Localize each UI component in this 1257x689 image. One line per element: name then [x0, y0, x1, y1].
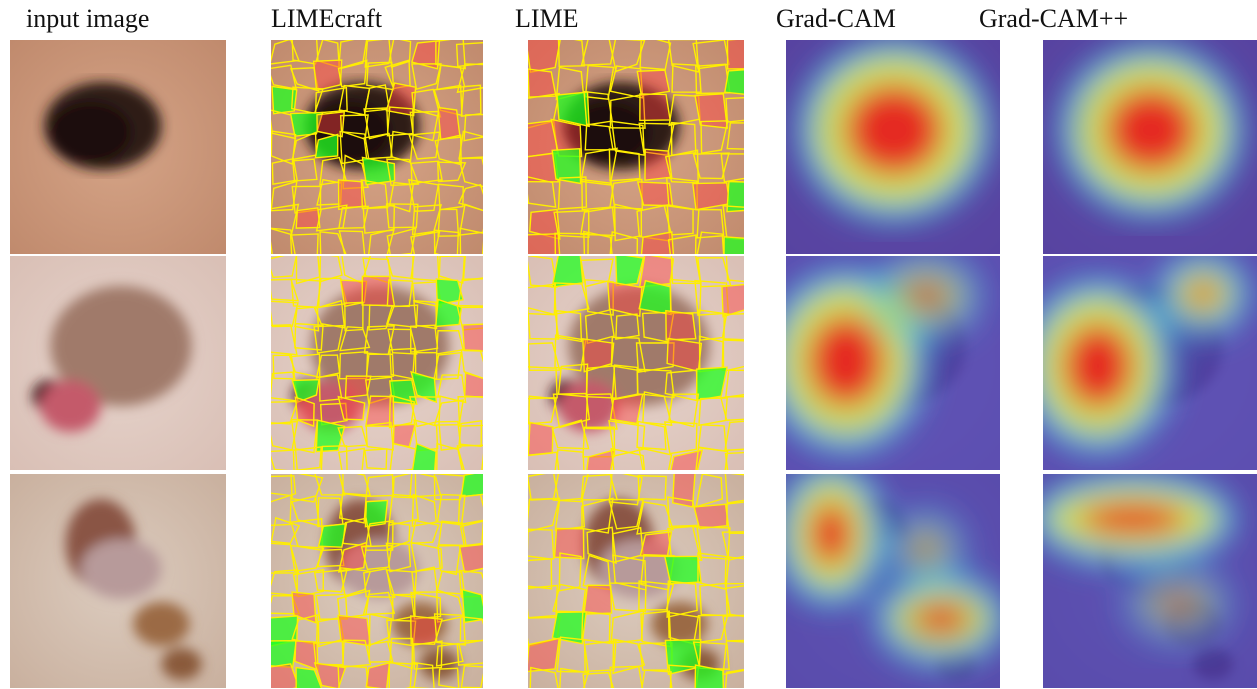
superpixel-overlay — [271, 256, 483, 470]
gradcampp-lesion-3 — [1043, 474, 1257, 688]
heatmap-activation — [1058, 42, 1244, 218]
heatmap-activation — [796, 40, 992, 223]
superpixel-overlay — [528, 256, 744, 470]
gradcam-lesion-2 — [786, 256, 1000, 470]
heatmap-activation — [1043, 256, 1251, 454]
header-gradcam: Grad-CAM — [776, 4, 896, 33]
lesion — [65, 499, 202, 680]
header-gradcampp: Grad-CAM++ — [979, 4, 1129, 33]
gradcam-lesion-1 — [786, 40, 1000, 254]
superpixel-overlay — [528, 474, 744, 688]
lime-lesion-1 — [528, 40, 744, 254]
gradcam-lesion-3 — [786, 474, 1000, 688]
lesion — [32, 286, 192, 432]
lesion — [550, 286, 710, 432]
limecraft-lesion-2 — [271, 256, 483, 470]
lime-lesion-3 — [528, 474, 744, 688]
input-lesion-3 — [10, 474, 226, 688]
input-lesion-2 — [10, 256, 226, 470]
lesion — [44, 82, 162, 170]
header-input: input image — [26, 4, 150, 33]
gradcampp-lesion-2 — [1043, 256, 1257, 470]
input-lesion-1 — [10, 40, 226, 254]
limecraft-lesion-1 — [271, 40, 483, 254]
header-limecraft: LIMEcraft — [271, 4, 383, 33]
superpixel-overlay — [528, 40, 744, 254]
heatmap-activation — [1043, 474, 1236, 650]
header-lime: LIME — [515, 4, 579, 33]
superpixel-overlay — [271, 474, 483, 688]
limecraft-lesion-3 — [271, 474, 483, 688]
heatmap-activation — [786, 474, 1000, 669]
heatmap-activation — [786, 256, 984, 454]
superpixel-overlay — [271, 40, 483, 254]
lime-lesion-2 — [528, 256, 744, 470]
gradcampp-lesion-1 — [1043, 40, 1257, 254]
